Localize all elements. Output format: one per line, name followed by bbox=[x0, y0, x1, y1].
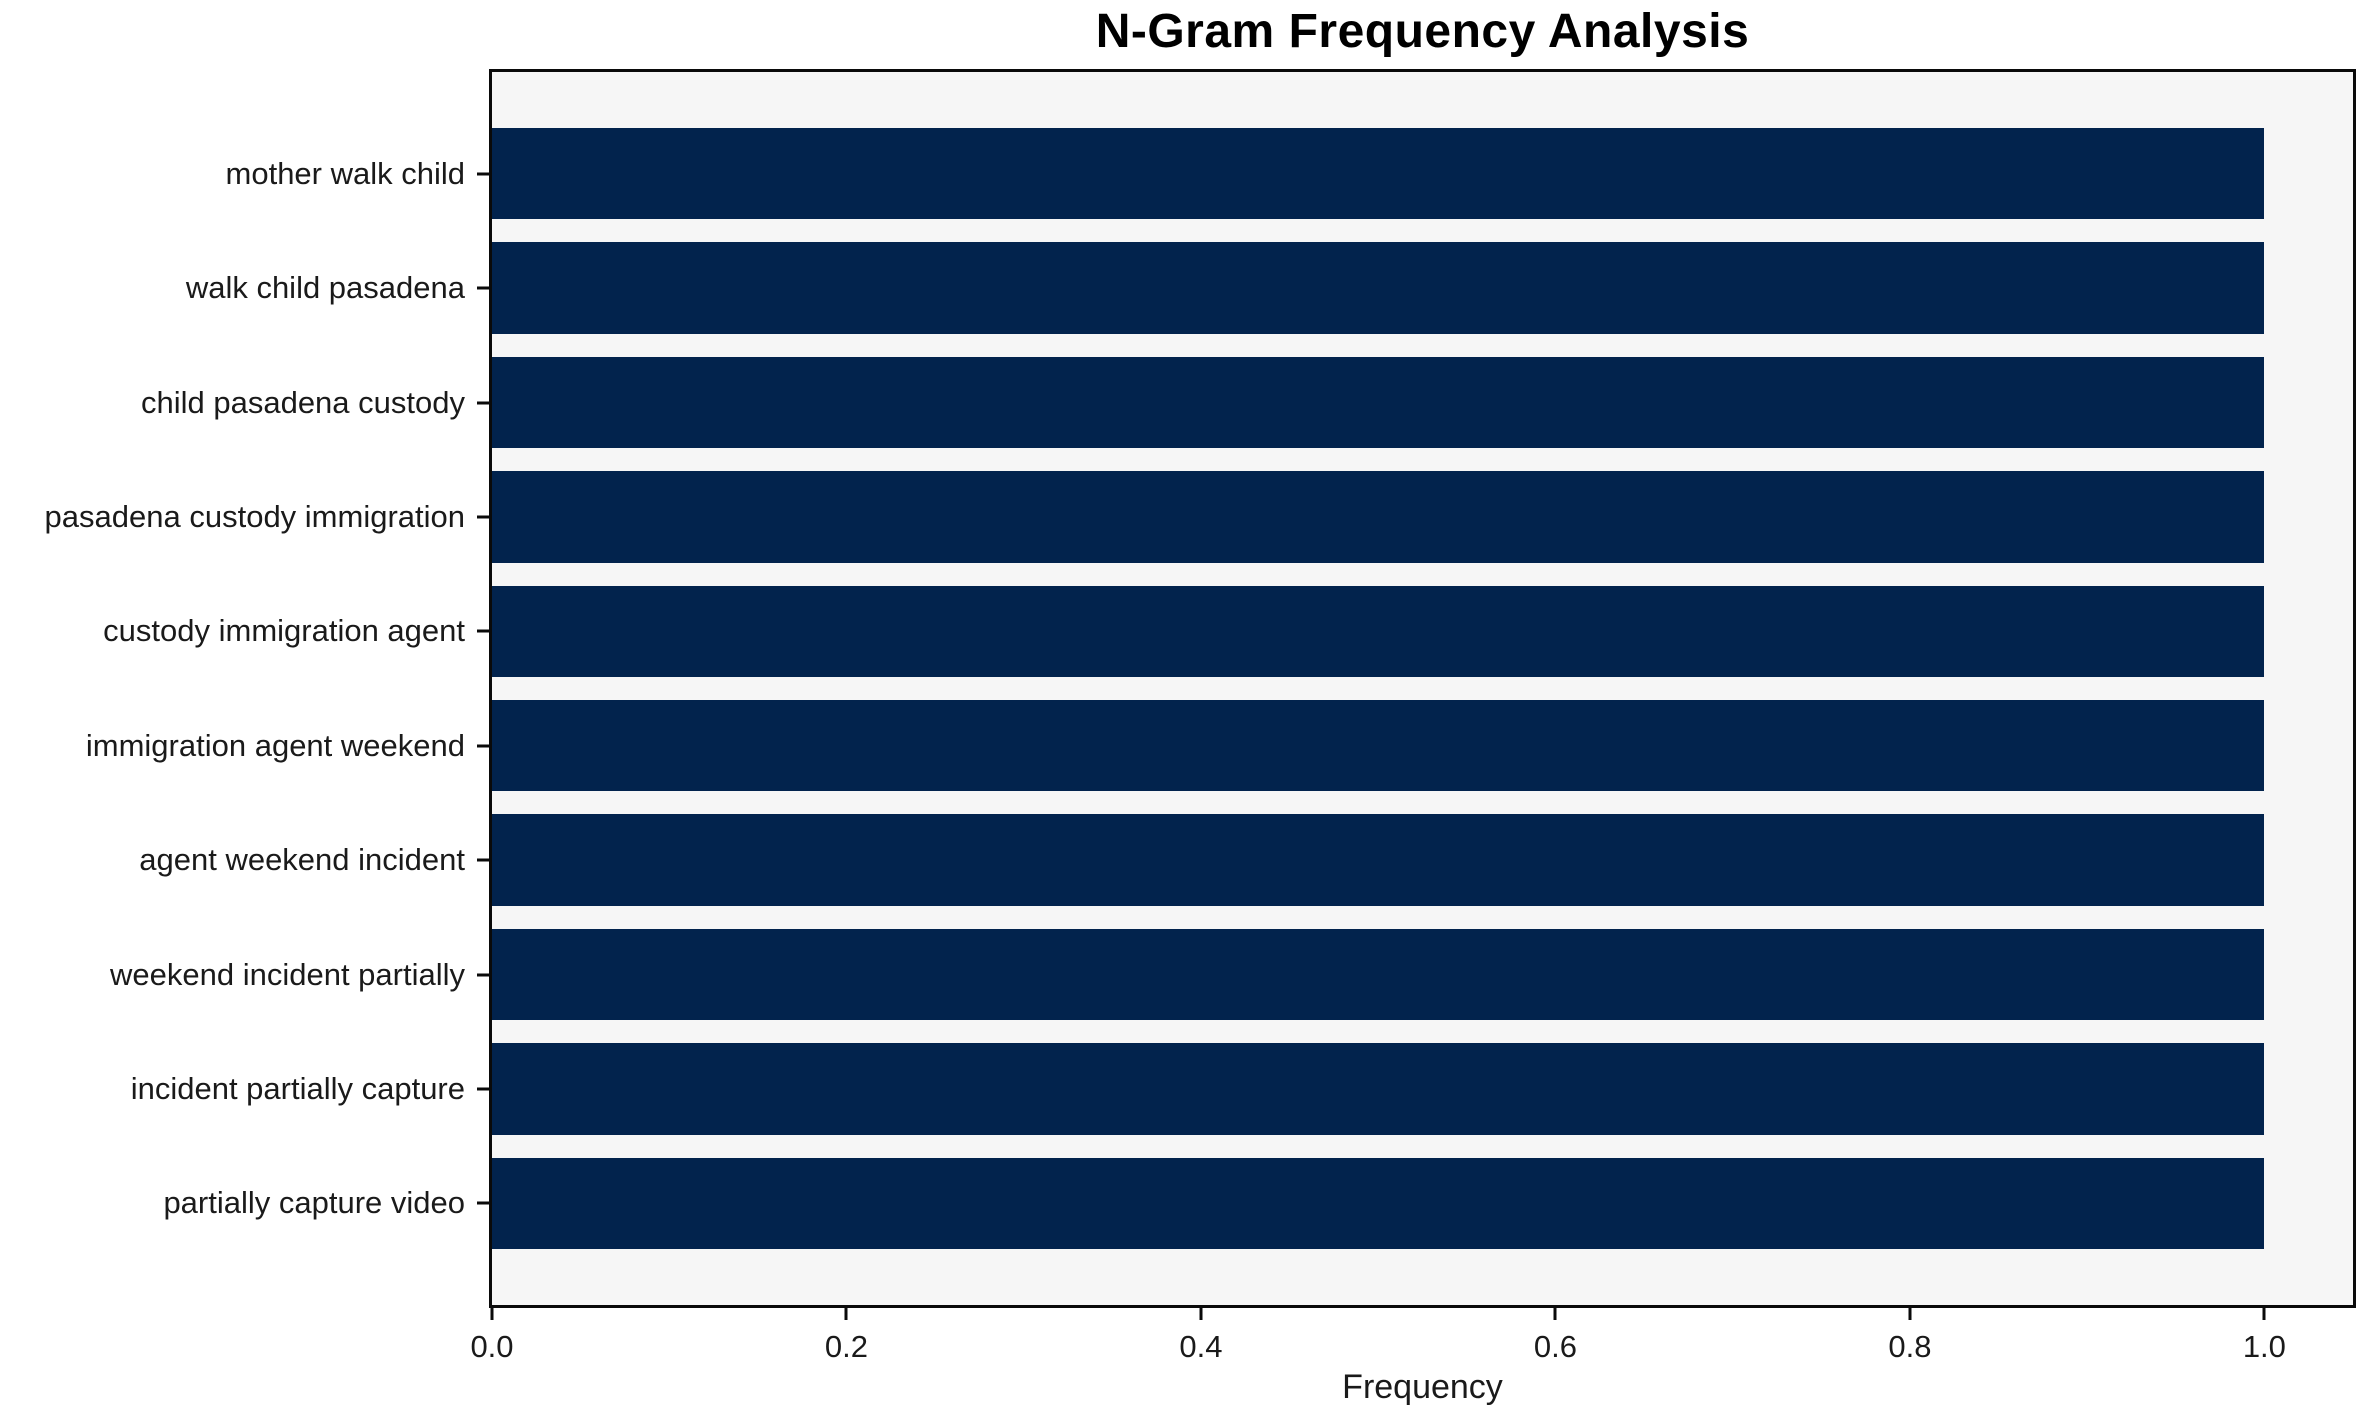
bars-column: mother walk child walk child pasadena chil… bbox=[45, 72, 2353, 1305]
y-tick-label: agent weekend incident bbox=[139, 842, 465, 878]
y-tick-label: walk child pasadena bbox=[185, 270, 465, 306]
x-tick-mark bbox=[490, 1308, 494, 1320]
x-tick-label: 1.0 bbox=[2242, 1329, 2286, 1364]
y-tick-mark bbox=[477, 858, 489, 862]
bar bbox=[492, 699, 2265, 792]
y-tick-label: custody immigration agent bbox=[103, 613, 465, 649]
bar-row: pasadena custody immigration bbox=[45, 460, 2353, 574]
x-tick-label: 0.6 bbox=[1533, 1329, 1577, 1364]
bar-row: partially capture video bbox=[163, 1146, 2353, 1260]
x-tick-mark bbox=[1553, 1308, 1557, 1320]
bar bbox=[492, 1043, 2265, 1135]
chart-title: N-Gram Frequency Analysis bbox=[1095, 5, 1750, 58]
y-tick-mark bbox=[477, 1087, 489, 1091]
y-tick-mark bbox=[477, 629, 489, 633]
bar bbox=[492, 1157, 2265, 1250]
bar-row: child pasadena custody bbox=[141, 345, 2353, 459]
y-tick-label: mother walk child bbox=[225, 155, 465, 191]
x-tick-label: 0.0 bbox=[470, 1329, 514, 1364]
x-tick-mark bbox=[844, 1308, 848, 1320]
y-tick-mark bbox=[477, 973, 489, 977]
y-tick-label: partially capture video bbox=[163, 1185, 465, 1221]
y-tick-mark bbox=[477, 172, 489, 176]
x-tick-label: 0.2 bbox=[824, 1329, 869, 1364]
y-tick-mark bbox=[477, 1201, 489, 1205]
x-tick-mark bbox=[1908, 1308, 1912, 1320]
y-tick-label: incident partially capture bbox=[130, 1070, 465, 1106]
bar-row: immigration agent weekend bbox=[86, 689, 2353, 803]
bar-row: mother walk child bbox=[226, 117, 2353, 231]
bar bbox=[492, 356, 2265, 449]
y-tick-label: immigration agent weekend bbox=[85, 727, 465, 763]
bar bbox=[492, 471, 2265, 563]
y-tick-mark bbox=[477, 515, 489, 519]
y-tick-label: pasadena custody immigration bbox=[44, 498, 465, 534]
bar bbox=[492, 814, 2265, 906]
bar bbox=[492, 585, 2265, 678]
bar bbox=[492, 242, 2265, 334]
y-tick-mark bbox=[477, 744, 489, 748]
bar-row: incident partially capture bbox=[131, 1032, 2353, 1146]
bar bbox=[492, 928, 2265, 1021]
bar-row: walk child pasadena bbox=[186, 231, 2353, 345]
x-axis-label: Frequency bbox=[1342, 1368, 1503, 1406]
bar-row: weekend incident partially bbox=[110, 917, 2353, 1031]
x-tick-label: 0.4 bbox=[1179, 1329, 1223, 1364]
y-tick-label: child pasadena custody bbox=[140, 384, 465, 420]
bar-row: agent weekend incident bbox=[139, 803, 2353, 917]
plot-area: mother walk child walk child pasadena chil… bbox=[45, 69, 2356, 1364]
x-tick-label: 0.8 bbox=[1888, 1329, 1932, 1364]
x-tick-mark bbox=[1199, 1308, 1203, 1320]
y-tick-mark bbox=[477, 286, 489, 290]
bar-row: custody immigration agent bbox=[103, 574, 2353, 688]
bar bbox=[492, 127, 2265, 220]
y-tick-label: weekend incident partially bbox=[110, 956, 465, 992]
y-tick-mark bbox=[477, 401, 489, 405]
x-tick-mark bbox=[2262, 1308, 2266, 1320]
